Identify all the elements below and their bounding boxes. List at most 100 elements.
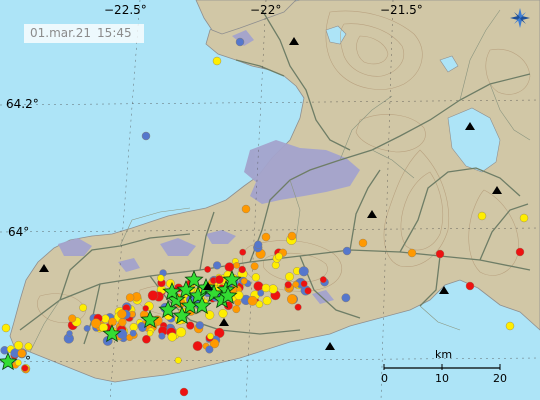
earthquake-dot [176, 327, 187, 338]
triangle-peak-icon [203, 282, 213, 290]
earthquake-dot [142, 305, 149, 312]
earthquake-dot [285, 272, 294, 282]
green-star-icon [102, 323, 122, 343]
earthquake-dot [304, 287, 312, 295]
earthquake-dot [284, 281, 292, 289]
earthquake-dot [158, 332, 166, 340]
earthquake-dot [250, 262, 259, 271]
green-star-icon [218, 285, 238, 305]
volcano-markers [39, 37, 502, 350]
earthquake-dot [275, 252, 283, 261]
earthquake-dot [239, 248, 247, 256]
earthquake-dot [214, 275, 224, 284]
green-star-icon [192, 295, 212, 315]
earthquake-dot [213, 261, 222, 270]
earthquake-dot [83, 324, 91, 332]
earthquake-dot [117, 309, 127, 319]
scale-bar [383, 364, 501, 370]
green-star-icon [158, 299, 178, 319]
earthquake-dot [253, 281, 264, 292]
earthquake-dot [247, 295, 258, 306]
earthquake-dot [233, 262, 240, 269]
earthquake-dot [66, 330, 73, 337]
earthquake-dot [118, 318, 127, 327]
triangle-peak-icon [367, 210, 377, 218]
earthquake-dot [224, 262, 235, 272]
triangle-peak-icon [39, 264, 49, 272]
earthquake-dot [129, 323, 138, 332]
earthquake-dot [287, 294, 298, 305]
earthquake-dot [235, 37, 245, 47]
earthquake-dot [298, 266, 309, 277]
earthquake-dot [477, 211, 487, 221]
earthquake-dot [292, 281, 300, 288]
earthquake-dot [319, 276, 327, 283]
earthquake-dot [240, 277, 248, 285]
earthquake-dot [14, 359, 22, 367]
earthquake-dot [108, 317, 117, 327]
earthquake-dot [261, 232, 271, 242]
earthquake-dot [465, 281, 475, 291]
earthquake-dot [519, 213, 529, 223]
green-star-icon [184, 269, 204, 289]
earthquake-dot [79, 303, 88, 312]
earthquake-dot [435, 249, 445, 259]
timestamp-date: 01.mar.21 [30, 26, 92, 40]
earthquake-dot [251, 273, 261, 282]
lava-fields [58, 30, 360, 304]
earthquake-dot [261, 283, 271, 293]
earthquake-dot [407, 248, 417, 258]
earthquake-dot [204, 265, 212, 273]
tracks [29, 9, 531, 353]
earthquake-dot [300, 280, 308, 288]
latitude-label: 64.2° [6, 97, 39, 111]
earthquake-dot [234, 290, 244, 300]
earthquake-dot [138, 323, 147, 332]
earthquake-dot [192, 341, 203, 351]
earthquake-dot [17, 348, 27, 358]
earthquake-dot [358, 238, 368, 248]
earthquake-dot [125, 293, 135, 302]
earthquake-dot [294, 303, 302, 311]
earthquake-dot [90, 318, 101, 329]
earthquake-dot [209, 338, 220, 349]
timestamp-label: 01.mar.21 15:45 [24, 24, 144, 43]
earthquake-dot [238, 265, 246, 274]
longitude-label: −21.5° [380, 3, 423, 17]
longitude-label: −22.5° [104, 3, 147, 17]
earthquake-dot [218, 309, 228, 319]
triangle-peak-icon [465, 122, 475, 130]
earthquake-dot [142, 334, 151, 344]
earthquake-dot [234, 298, 242, 306]
green-star-icon [140, 309, 160, 329]
earthquake-dot [68, 314, 77, 323]
earthquake-dot [241, 204, 251, 214]
compass-rose-icon [510, 8, 530, 28]
earthquake-markers [0, 37, 529, 397]
earthquake-dot [14, 340, 24, 350]
earthquake-dot [505, 321, 515, 331]
earthquake-dot [205, 345, 214, 354]
scale-tick-label: 10 [435, 372, 449, 385]
earthquake-dot [342, 246, 352, 256]
longitude-label: −22° [250, 3, 282, 17]
earthquake-dot [186, 321, 195, 330]
green-star-icon [162, 281, 182, 301]
triangle-peak-icon [219, 318, 229, 326]
earthquake-dot [257, 289, 265, 297]
earthquake-dot [147, 290, 159, 301]
green-star-icon [176, 279, 196, 299]
earthquake-dot [341, 293, 351, 303]
earthquake-dot [254, 240, 263, 249]
earthquake-dot [21, 364, 29, 372]
earthquake-dot [146, 330, 154, 337]
scale-unit-label: km [435, 348, 453, 361]
scale-tick-label: 0 [381, 372, 388, 385]
earthquake-dot [212, 56, 222, 66]
earthquake-dot [174, 356, 182, 364]
earthquake-dot [129, 329, 137, 337]
earthquake-dot [157, 274, 165, 282]
triangle-peak-icon [439, 286, 449, 294]
